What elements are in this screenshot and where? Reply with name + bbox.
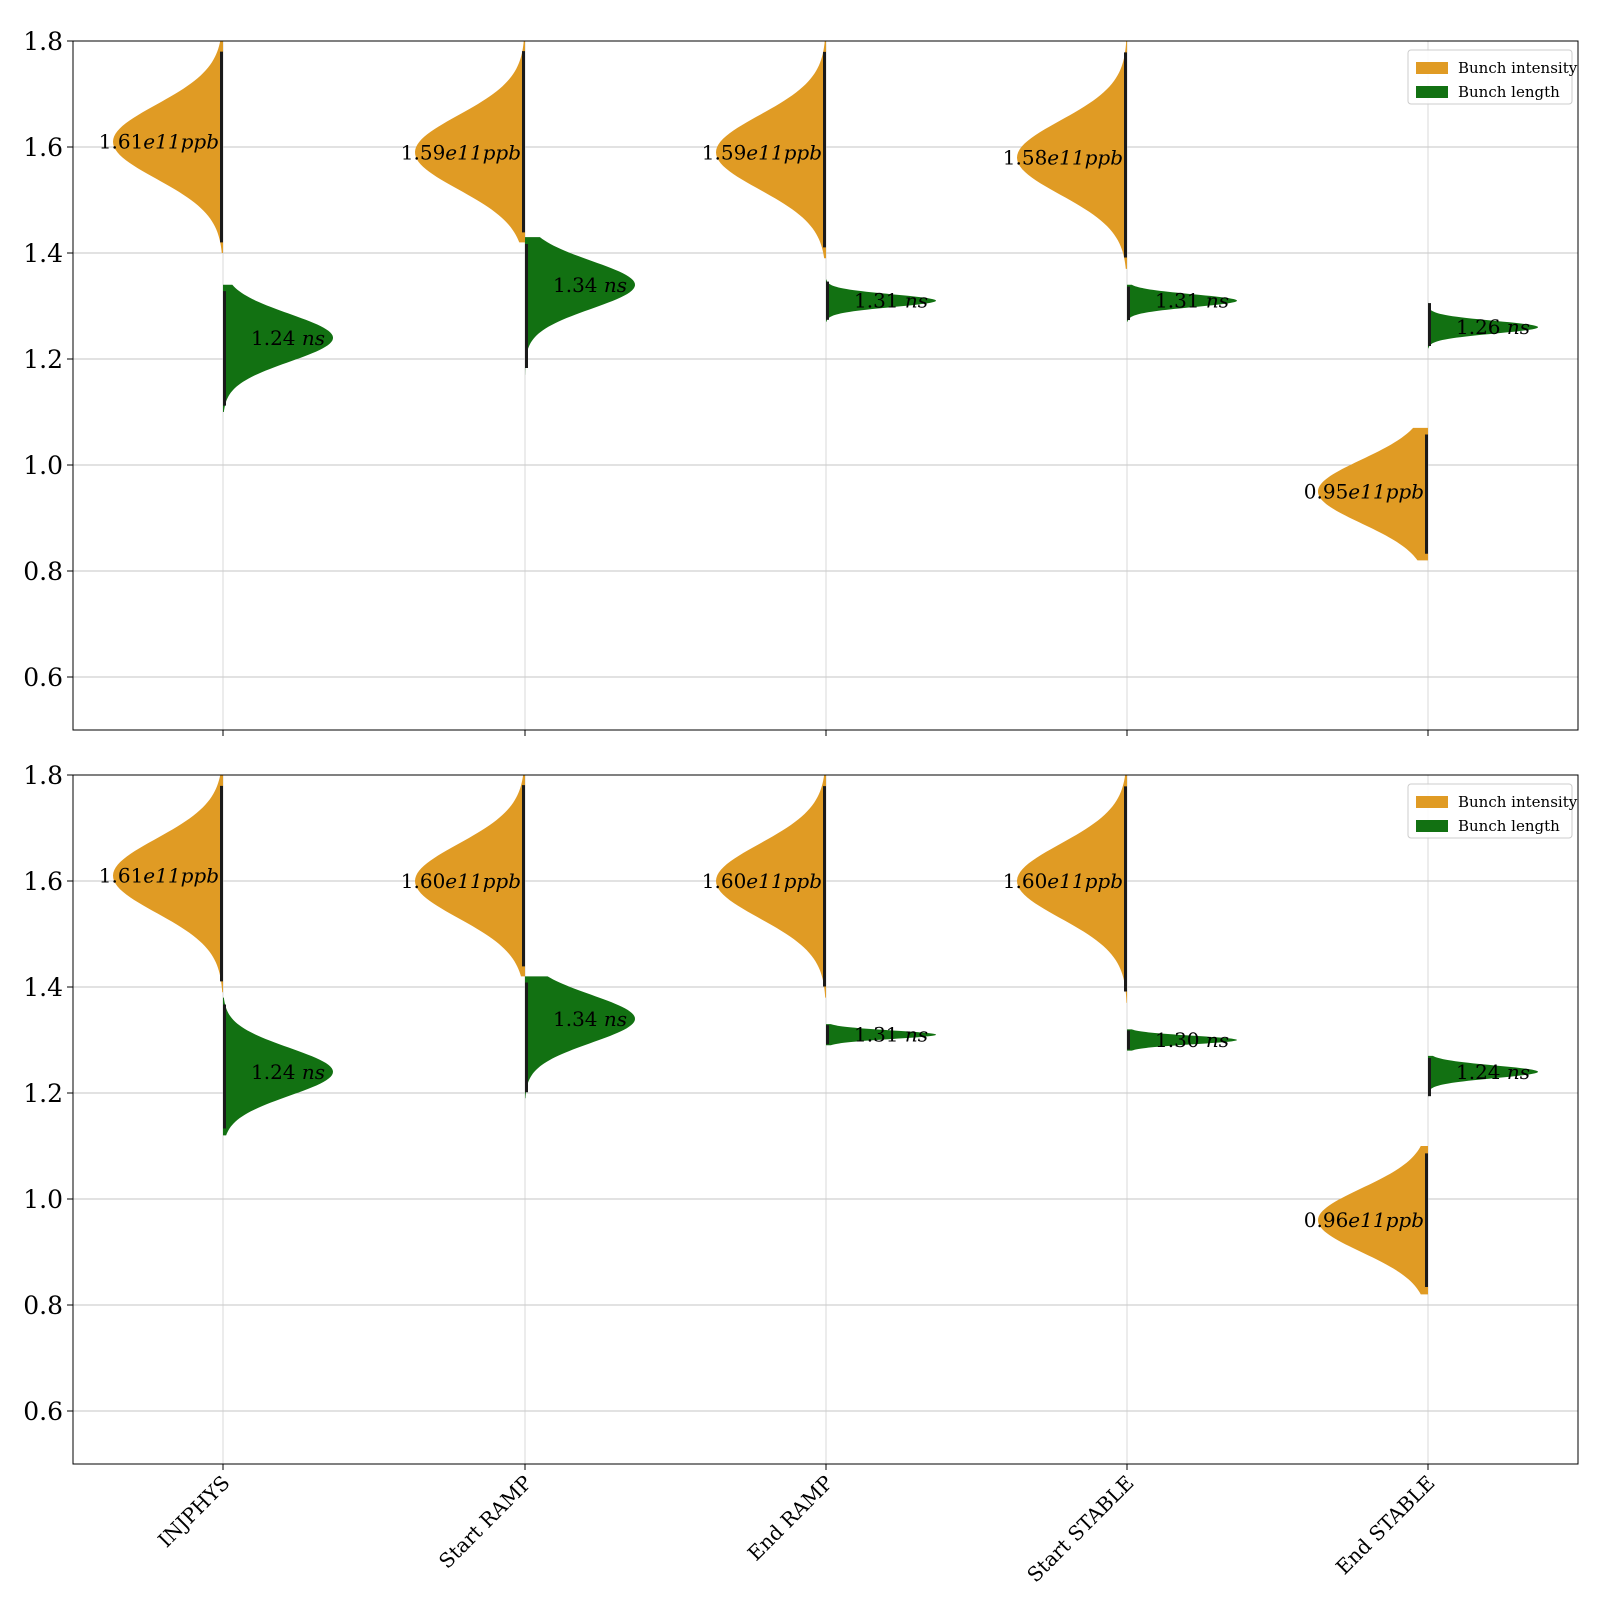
- y-tick-label: 0.6: [23, 1397, 63, 1426]
- intensity-violin-end-ramp: [716, 775, 826, 998]
- y-tick-label: 1.8: [23, 27, 63, 56]
- intensity-violin-injphys: [113, 775, 223, 993]
- y-tick-label: 1.4: [23, 973, 63, 1002]
- top-panel: 1.61e11ppb 1.59e11ppb 1.59e11ppb 1.58e11ppb…: [23, 27, 1579, 736]
- legend-label: Bunch length: [1458, 817, 1560, 835]
- intensity-violin-end-ramp: [716, 41, 826, 259]
- y-tick-label: 1.0: [23, 1185, 63, 1214]
- length-violin-start-stable: [1127, 1029, 1237, 1051]
- length-annotation: 1.31 ns: [854, 289, 928, 313]
- length-annotation: 1.24 ns: [251, 1060, 325, 1084]
- y-tick-label: 1.6: [23, 133, 63, 162]
- x-tick-label: INJPHYS: [153, 1471, 234, 1552]
- intensity-violin-start-stable: [1017, 41, 1127, 269]
- intensity-violin-end-stable: [1318, 1146, 1428, 1295]
- length-violin-injphys: [223, 284, 333, 412]
- y-tick-label: 0.8: [23, 557, 63, 586]
- legend-swatch: [1416, 820, 1448, 832]
- intensity-annotation: 1.58e11ppb: [1003, 146, 1123, 170]
- intensity-annotation: 1.61e11ppb: [99, 130, 219, 154]
- y-tick-label: 1.8: [23, 761, 63, 790]
- length-annotation: 1.30 ns: [1155, 1028, 1229, 1052]
- length-violin-end-stable: [1428, 300, 1538, 349]
- y-tick-label: 1.4: [23, 239, 63, 268]
- intensity-violin-start-ramp: [415, 775, 525, 977]
- legend-box: [1407, 49, 1573, 105]
- y-tick-label: 0.6: [23, 663, 63, 692]
- length-annotation: 1.24 ns: [1456, 1060, 1530, 1084]
- x-tick-label: Start RAMP: [434, 1471, 537, 1574]
- x-tick-label: End STABLE: [1331, 1471, 1440, 1580]
- legend-label: Bunch length: [1458, 83, 1560, 101]
- length-violin-start-ramp: [525, 976, 635, 1099]
- legend-swatch: [1416, 86, 1448, 98]
- length-annotation: 1.26 ns: [1456, 315, 1530, 339]
- legend-label: Bunch intensity: [1458, 793, 1578, 811]
- legend-box: [1407, 783, 1573, 839]
- length-annotation: 1.34 ns: [553, 273, 627, 297]
- intensity-annotation: 0.96e11ppb: [1304, 1208, 1424, 1232]
- legend-swatch: [1416, 796, 1448, 808]
- legend: Bunch intensity Bunch length: [1407, 783, 1578, 839]
- length-violin-end-ramp: [826, 1024, 936, 1046]
- length-annotation: 1.24 ns: [251, 326, 325, 350]
- x-tick-label: Start STABLE: [1022, 1471, 1138, 1587]
- length-violin-end-ramp: [826, 279, 936, 322]
- intensity-violin-injphys: [113, 41, 223, 253]
- intensity-annotation: 1.60e11ppb: [401, 869, 521, 893]
- length-violin-start-ramp: [525, 237, 635, 375]
- length-annotation: 1.31 ns: [1155, 289, 1229, 313]
- length-annotation: 1.31 ns: [854, 1023, 928, 1047]
- length-violin-injphys: [223, 997, 333, 1136]
- length-violin-start-stable: [1127, 284, 1237, 322]
- y-tick-label: 1.2: [23, 1079, 63, 1108]
- intensity-violin-end-stable: [1318, 427, 1428, 561]
- intensity-violin-start-ramp: [415, 41, 525, 243]
- legend: Bunch intensity Bunch length: [1407, 49, 1578, 105]
- intensity-annotation: 1.59e11ppb: [702, 140, 822, 164]
- bottom-panel: 1.61e11ppb 1.60e11ppb 1.60e11ppb 1.60e11ppb…: [23, 761, 1579, 1587]
- legend-swatch: [1416, 62, 1448, 74]
- intensity-annotation: 0.95e11ppb: [1304, 480, 1424, 504]
- legend-label: Bunch intensity: [1458, 59, 1578, 77]
- intensity-annotation: 1.60e11ppb: [702, 869, 822, 893]
- intensity-annotation: 1.60e11ppb: [1003, 869, 1123, 893]
- y-tick-label: 1.6: [23, 867, 63, 896]
- intensity-violin-start-stable: [1017, 775, 1127, 1003]
- x-tick-label: End RAMP: [743, 1471, 838, 1566]
- intensity-annotation: 1.59e11ppb: [401, 140, 521, 164]
- length-annotation: 1.34 ns: [553, 1007, 627, 1031]
- y-tick-label: 0.8: [23, 1291, 63, 1320]
- y-tick-label: 1.0: [23, 451, 63, 480]
- intensity-annotation: 1.61e11ppb: [99, 864, 219, 888]
- length-violin-end-stable: [1428, 1055, 1538, 1099]
- y-tick-label: 1.2: [23, 345, 63, 374]
